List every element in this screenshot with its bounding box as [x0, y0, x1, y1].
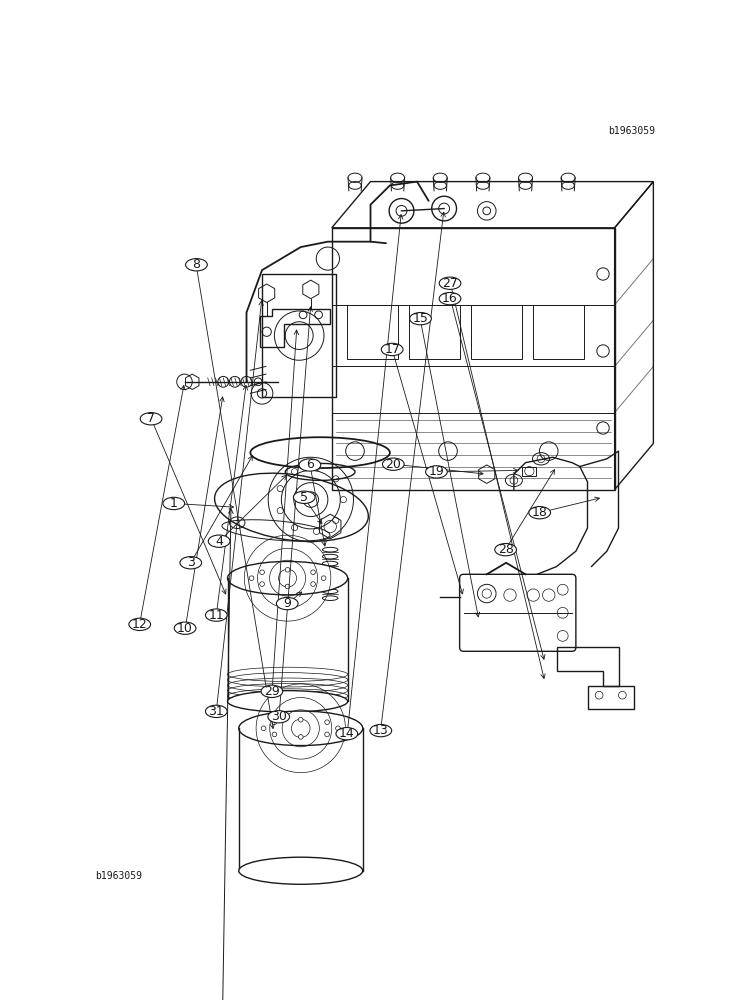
- Text: 31: 31: [209, 705, 224, 718]
- Text: 16: 16: [442, 292, 458, 305]
- Ellipse shape: [370, 724, 392, 737]
- Ellipse shape: [425, 466, 447, 478]
- Circle shape: [325, 732, 329, 737]
- Circle shape: [260, 570, 264, 575]
- Text: 12: 12: [132, 618, 148, 631]
- Text: 29: 29: [264, 685, 280, 698]
- Ellipse shape: [382, 458, 404, 470]
- Bar: [471, 305, 522, 359]
- Ellipse shape: [228, 691, 348, 712]
- Ellipse shape: [163, 497, 184, 510]
- Ellipse shape: [209, 535, 230, 547]
- Text: 17: 17: [384, 343, 400, 356]
- Text: 28: 28: [498, 543, 514, 556]
- Ellipse shape: [410, 312, 431, 325]
- Bar: [347, 305, 397, 359]
- Circle shape: [285, 584, 290, 589]
- Bar: [262, 274, 336, 397]
- Circle shape: [310, 582, 315, 586]
- Ellipse shape: [299, 459, 321, 471]
- Ellipse shape: [277, 597, 298, 610]
- Circle shape: [325, 720, 329, 725]
- Ellipse shape: [129, 618, 151, 631]
- Bar: [523, 466, 537, 476]
- Text: 14: 14: [339, 727, 355, 740]
- Ellipse shape: [336, 728, 358, 740]
- Circle shape: [272, 732, 277, 737]
- Circle shape: [260, 582, 264, 586]
- Circle shape: [261, 726, 266, 731]
- Text: 18: 18: [531, 506, 548, 519]
- Ellipse shape: [495, 544, 517, 556]
- Text: b1963059: b1963059: [95, 871, 143, 881]
- Text: 5: 5: [300, 491, 308, 504]
- Text: 4: 4: [215, 535, 223, 548]
- Circle shape: [310, 570, 315, 575]
- Ellipse shape: [239, 711, 363, 746]
- Circle shape: [321, 576, 326, 580]
- Bar: [533, 305, 583, 359]
- Ellipse shape: [268, 711, 290, 723]
- Ellipse shape: [261, 685, 283, 698]
- Text: 30: 30: [271, 710, 287, 723]
- Text: 7: 7: [147, 412, 155, 425]
- Ellipse shape: [439, 292, 461, 305]
- Text: 9: 9: [283, 597, 291, 610]
- Ellipse shape: [141, 413, 162, 425]
- Circle shape: [272, 720, 277, 725]
- Circle shape: [299, 735, 303, 739]
- Text: 20: 20: [385, 458, 401, 471]
- Text: 10: 10: [177, 622, 193, 635]
- Ellipse shape: [439, 277, 461, 289]
- Ellipse shape: [381, 343, 403, 356]
- Circle shape: [299, 717, 303, 722]
- Bar: [409, 305, 460, 359]
- Ellipse shape: [294, 491, 315, 503]
- Text: 13: 13: [373, 724, 389, 737]
- Bar: [332, 228, 615, 490]
- Ellipse shape: [206, 609, 227, 621]
- Ellipse shape: [529, 507, 550, 519]
- Ellipse shape: [206, 705, 227, 718]
- Circle shape: [285, 567, 290, 572]
- Ellipse shape: [186, 259, 207, 271]
- Text: 11: 11: [209, 609, 224, 622]
- Ellipse shape: [228, 561, 348, 595]
- Text: 3: 3: [187, 556, 195, 569]
- Text: 19: 19: [428, 465, 444, 478]
- Ellipse shape: [180, 557, 201, 569]
- Text: 8: 8: [193, 258, 201, 271]
- Circle shape: [249, 576, 254, 580]
- Circle shape: [336, 726, 340, 731]
- Ellipse shape: [174, 622, 196, 634]
- Ellipse shape: [239, 857, 363, 884]
- Text: 6: 6: [306, 458, 314, 471]
- Text: b1963059: b1963059: [608, 126, 655, 136]
- Text: 15: 15: [413, 312, 428, 325]
- Text: 27: 27: [442, 277, 458, 290]
- Text: 1: 1: [170, 497, 178, 510]
